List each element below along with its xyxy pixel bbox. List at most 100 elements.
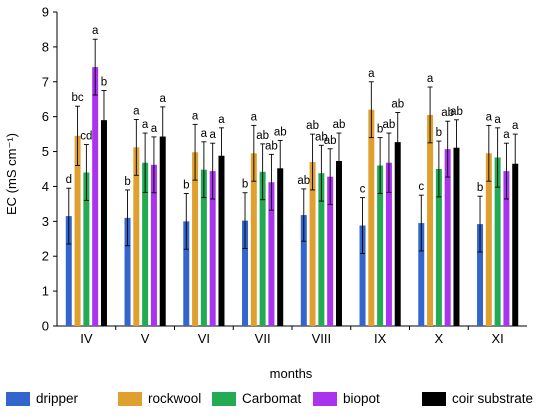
bar [74, 135, 81, 326]
bar [435, 169, 442, 326]
significance-label: ab [441, 107, 454, 119]
significance-label: ab [297, 175, 310, 187]
legend-label: dripper [36, 391, 79, 406]
bar [368, 109, 375, 326]
bar [485, 153, 492, 326]
x-tick-label: VIII [312, 331, 332, 346]
y-tick-label: 5 [42, 144, 49, 159]
bar [418, 223, 425, 326]
significance-label: a [218, 114, 225, 126]
legend-swatch [118, 392, 142, 406]
bar [477, 224, 484, 326]
y-tick-label: 6 [42, 109, 49, 124]
significance-label: a [133, 105, 140, 117]
bar [242, 220, 249, 326]
significance-label: a [368, 68, 375, 80]
significance-label: ab [383, 119, 396, 131]
bar [318, 173, 325, 326]
bar [83, 172, 90, 326]
y-tick-label: 3 [42, 214, 49, 229]
y-tick-label: 4 [42, 179, 49, 194]
bar [200, 169, 207, 326]
bar [444, 149, 451, 326]
significance-label: d [66, 174, 72, 186]
significance-label: a [209, 129, 216, 141]
bar [377, 165, 384, 326]
bar [335, 160, 342, 326]
significance-label: a [142, 119, 149, 131]
significance-label: ab [315, 131, 328, 143]
legend-swatch [6, 392, 30, 406]
significance-label: a [251, 111, 258, 123]
x-axis-title: months [270, 366, 313, 381]
y-tick-label: 9 [42, 5, 49, 20]
bar [385, 162, 392, 326]
significance-label: ab [333, 119, 346, 131]
bar [92, 67, 99, 326]
bar [159, 136, 166, 326]
significance-label: a [494, 114, 501, 126]
significance-label: ab [274, 126, 287, 138]
y-tick-label: 7 [42, 74, 49, 89]
bar [250, 153, 257, 326]
y-tick-label: 0 [42, 319, 49, 334]
y-tick-label: 2 [42, 249, 49, 264]
x-tick-label: X [435, 331, 444, 346]
bar [300, 215, 307, 326]
bar [142, 162, 149, 326]
significance-label: ab [324, 135, 337, 147]
y-tick-label: 1 [42, 284, 49, 299]
significance-label: a [512, 120, 519, 132]
bar [453, 147, 460, 326]
bar [183, 221, 190, 326]
bar [427, 114, 434, 326]
significance-label: b [377, 124, 383, 136]
legend-swatch [212, 392, 236, 406]
significance-label: a [160, 93, 167, 105]
legend-label: coir substrate [452, 391, 533, 406]
bar [124, 217, 131, 326]
significance-label: a [427, 73, 434, 85]
significance-label: cd [80, 131, 92, 143]
bar [218, 155, 225, 326]
significance-label: a [201, 128, 208, 140]
bar [150, 164, 157, 326]
bar [512, 163, 519, 326]
bar [259, 171, 266, 326]
y-tick-label: 8 [42, 39, 49, 54]
bar [100, 120, 107, 327]
significance-label: ab [256, 130, 269, 142]
significance-label: c [418, 181, 424, 193]
legend-label: Carbomat [242, 391, 302, 406]
significance-label: ab [391, 98, 404, 110]
bar [209, 171, 216, 326]
bar [268, 182, 275, 326]
bar [192, 152, 199, 326]
tick-labels: 0 1 2 3 4 5 6 7 8 9 IV V VI VII VIII IX X XI [42, 5, 504, 347]
significance-label: b [124, 176, 130, 188]
bar [309, 162, 316, 326]
significance-label: b [477, 182, 483, 194]
significance-label: ab [450, 106, 463, 118]
bar [394, 142, 401, 326]
bar [65, 216, 72, 326]
significance-label: a [486, 111, 493, 123]
significance-label: a [192, 110, 199, 122]
legend: dripper rockwool Carbomat biopot coir substr… [6, 391, 533, 406]
x-tick-label: IV [80, 331, 93, 346]
bar [494, 157, 501, 326]
x-tick-label: VI [198, 331, 210, 346]
bar [327, 176, 334, 326]
significance-label: c [360, 184, 366, 196]
x-tick-label: XI [491, 331, 503, 346]
bar [277, 168, 284, 326]
y-axis-title: EC (mS cm⁻¹) [4, 133, 19, 215]
significance-label: bc [71, 92, 83, 104]
significance-label: b [101, 77, 107, 89]
legend-swatch [422, 392, 446, 406]
bar [133, 147, 140, 326]
significance-label: b [436, 127, 442, 139]
